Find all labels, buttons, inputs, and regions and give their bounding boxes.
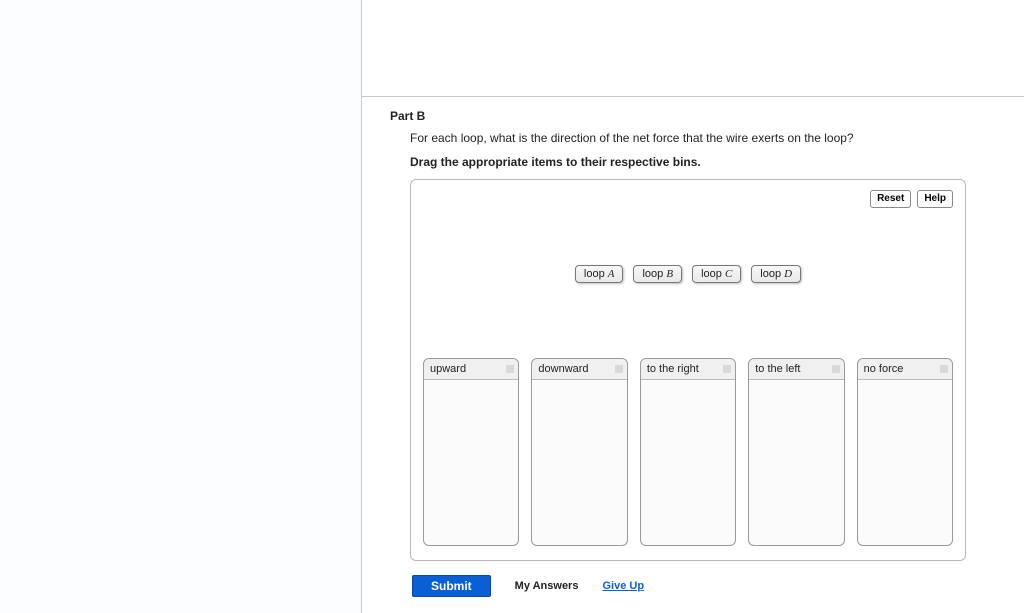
top-spacer <box>362 0 1024 96</box>
bin-header: to the left <box>749 359 843 380</box>
part-title: Part B <box>390 109 1024 123</box>
chip-letter: D <box>784 268 792 280</box>
help-button[interactable]: Help <box>917 190 953 208</box>
chip-letter: C <box>725 268 732 280</box>
bins-row: upward downward to the right to the left <box>423 358 953 546</box>
my-answers-label: My Answers <box>515 580 579 592</box>
bin-to-the-left[interactable]: to the left <box>748 358 844 546</box>
bin-header: upward <box>424 359 518 380</box>
chip-letter: B <box>666 268 673 280</box>
chip-prefix: loop <box>642 268 666 280</box>
chip-letter: A <box>608 268 615 280</box>
part-block: Part B For each loop, what is the direct… <box>362 97 1024 597</box>
bin-downward[interactable]: downward <box>531 358 627 546</box>
draggable-stage: loop A loop B loop C loop D <box>423 214 953 334</box>
give-up-link[interactable]: Give Up <box>602 580 644 592</box>
chip-loop-c[interactable]: loop C <box>692 265 741 283</box>
chip-prefix: loop <box>701 268 725 280</box>
submit-button[interactable]: Submit <box>412 575 491 597</box>
question-prompt: For each loop, what is the direction of … <box>410 131 1024 145</box>
chip-loop-a[interactable]: loop A <box>575 265 624 283</box>
chip-prefix: loop <box>584 268 608 280</box>
bin-header: to the right <box>641 359 735 380</box>
page-root: Part B For each loop, what is the direct… <box>0 0 1024 613</box>
drag-workarea: Reset Help loop A loop B loop C loop D u… <box>410 179 966 561</box>
bin-to-the-right[interactable]: to the right <box>640 358 736 546</box>
bin-upward[interactable]: upward <box>423 358 519 546</box>
main-area: Part B For each loop, what is the direct… <box>362 0 1024 613</box>
bin-header: no force <box>858 359 952 380</box>
workarea-toolbar: Reset Help <box>423 190 953 208</box>
chip-prefix: loop <box>760 268 784 280</box>
reset-button[interactable]: Reset <box>870 190 911 208</box>
chip-loop-b[interactable]: loop B <box>633 265 682 283</box>
chip-loop-d[interactable]: loop D <box>751 265 801 283</box>
sidebar <box>0 0 362 613</box>
bin-no-force[interactable]: no force <box>857 358 953 546</box>
bin-header: downward <box>532 359 626 380</box>
drag-instruction: Drag the appropriate items to their resp… <box>410 155 1024 169</box>
part-body: For each loop, what is the direction of … <box>390 131 1024 597</box>
action-row: Submit My Answers Give Up <box>410 575 1024 597</box>
